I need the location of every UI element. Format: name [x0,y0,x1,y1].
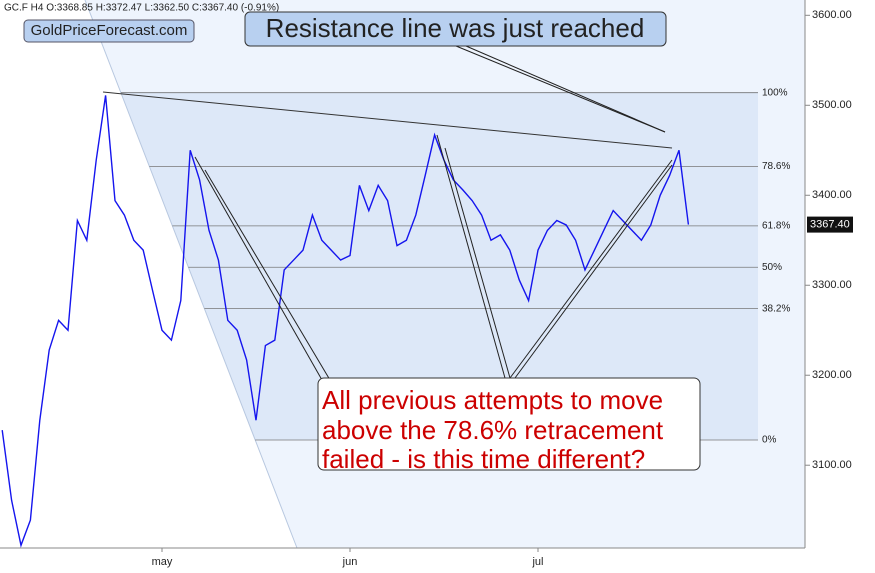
annotation: above the 78.6% retracement [322,415,664,445]
x-tick-label: jun [342,556,358,568]
connector [509,159,673,379]
resistance-line [102,91,673,149]
y-tick-label: 3500.00 [812,99,852,111]
header: GC.F H4 O:3368.85 H:3372.47 L:3362.50 C:… [4,3,279,14]
annotation: All previous attempts to move [322,385,663,415]
annotation-box [317,377,701,471]
connector [194,156,323,381]
price-line [1,95,690,548]
last-price-box [807,216,853,233]
y-tick-label: 3600.00 [812,9,852,21]
last-price-label: 3367.40 [810,219,850,231]
connector [204,169,331,381]
annotation: failed - is this time different? [322,444,645,474]
watermark: GoldPriceForecast.com [31,22,188,39]
annotation-box [244,11,667,47]
channel-edge [84,0,298,549]
y-tick-label: 3100.00 [812,459,852,471]
level-label: 78.6% [762,161,790,172]
level-label: 100% [762,87,788,98]
level-label: 50% [762,262,782,273]
retracement-shade [121,92,758,440]
x-tick-label: jul [531,556,543,568]
connector [514,164,673,379]
annotation: Resistance line was just reached [266,13,645,43]
level-label: 61.8% [762,220,790,231]
connector [436,134,506,379]
connector [444,147,511,379]
x-tick-label: may [152,556,173,568]
y-tick-label: 3200.00 [812,369,852,381]
connector [465,45,666,133]
y-tick-label: 3400.00 [812,189,852,201]
level-label: 0% [762,435,777,446]
watermark-box [23,19,195,43]
y-tick-label: 3300.00 [812,279,852,291]
level-label: 38.2% [762,303,790,314]
connector [455,45,666,133]
